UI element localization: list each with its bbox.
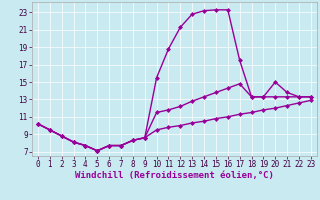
X-axis label: Windchill (Refroidissement éolien,°C): Windchill (Refroidissement éolien,°C) [75, 171, 274, 180]
